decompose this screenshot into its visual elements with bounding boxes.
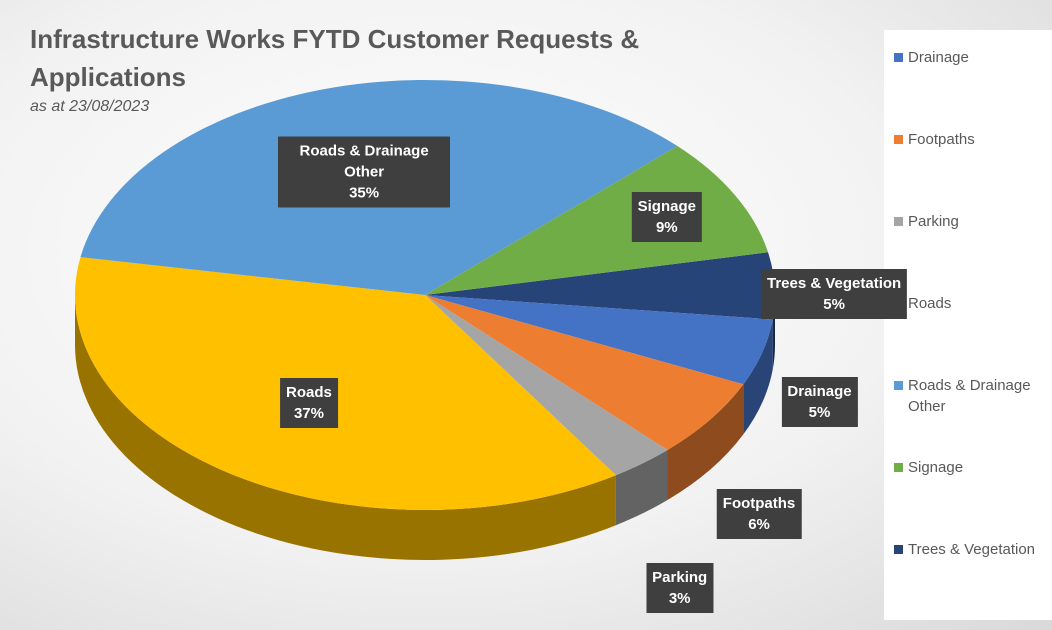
legend-label: Roads (908, 295, 952, 312)
legend-label: Drainage (908, 49, 969, 66)
legend-label: Trees & Vegetation (908, 541, 1036, 558)
data-label: Signage 9% (631, 192, 702, 243)
legend: Drainage Footpaths Parking Roads Roads & Dra… (884, 30, 1052, 620)
legend-label: Roads & Drainage Other (908, 377, 1031, 415)
label-category: Roads (286, 383, 332, 401)
label-category: Trees & Vegetation (767, 275, 902, 293)
legend-item: Footpaths (894, 129, 1052, 150)
label-value: 5% (823, 296, 845, 314)
slice-side (75, 295, 616, 560)
legend-item: Parking (894, 211, 1052, 232)
data-label: Roads & Drainage Other 35% (278, 136, 451, 208)
legend-item: Signage (894, 457, 1052, 478)
label-value: 9% (655, 219, 678, 237)
label-value: 5% (808, 403, 831, 421)
slice (425, 295, 773, 385)
slice (425, 295, 744, 451)
chart-subtitle: as at 23/08/2023 (30, 98, 150, 115)
data-label: Drainage 5% (781, 376, 858, 427)
slice (74, 257, 616, 510)
legend-swatch (894, 381, 903, 390)
slice-side (615, 450, 668, 526)
legend-item: Trees & Vegetation (894, 539, 1052, 560)
data-label: Trees & Vegetation 5% (761, 269, 908, 320)
legend-swatch (894, 545, 903, 554)
label-category: Signage (637, 198, 696, 216)
label-value: 6% (748, 516, 770, 534)
slice (425, 252, 775, 320)
data-label: Footpaths 6% (716, 489, 802, 540)
legend-item: Drainage (894, 47, 1052, 68)
legend-swatch (894, 135, 903, 144)
label-category: Drainage (787, 382, 852, 400)
legend-item: Roads (894, 293, 1052, 314)
slice-side (667, 384, 744, 501)
label-category: Footpaths (722, 495, 796, 513)
slice (425, 146, 769, 295)
label-value: 37% (293, 404, 324, 422)
legend-swatch (894, 217, 903, 226)
label-category: Roads & Drainage Other (299, 142, 429, 181)
label-value: 35% (349, 184, 380, 202)
data-label: Roads 37% (280, 377, 338, 428)
slice-side (743, 319, 773, 435)
label-category: Parking (652, 569, 708, 587)
chart-title: Infrastructure Works FYTD Customer Reque… (30, 24, 640, 92)
label-value: 3% (668, 590, 691, 608)
legend-swatch (894, 53, 903, 62)
legend-label: Footpaths (908, 131, 975, 148)
legend-swatch (894, 463, 903, 472)
legend-label: Parking (908, 213, 959, 230)
legend-label: Signage (908, 459, 964, 476)
legend-item: Roads & Drainage Other (894, 375, 1052, 417)
slice (425, 295, 668, 476)
data-label: Parking 3% (646, 563, 714, 614)
